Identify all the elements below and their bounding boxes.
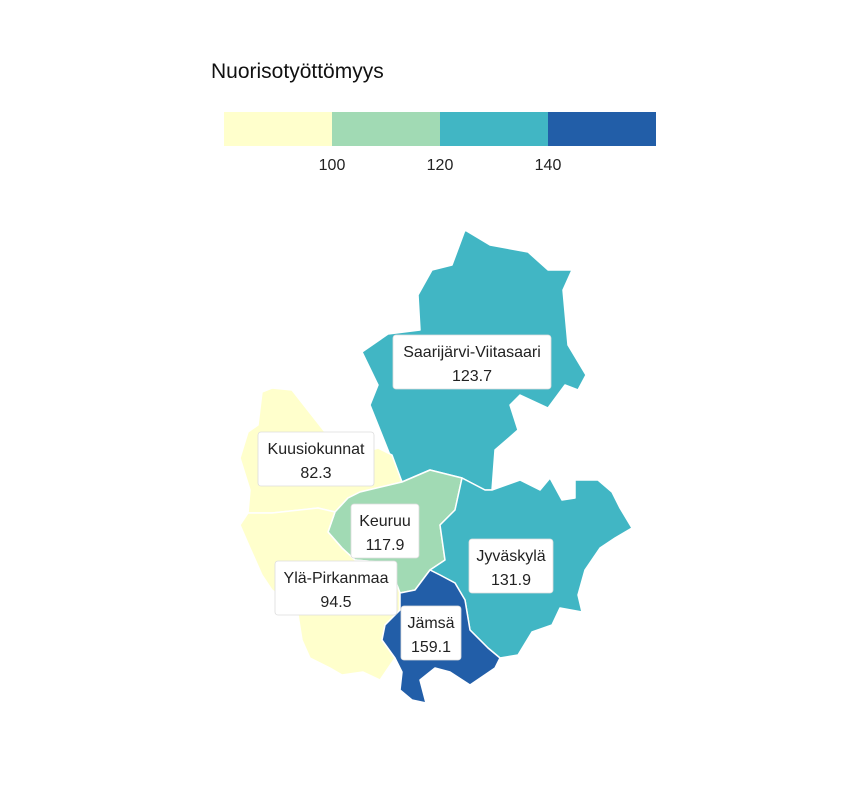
label-box (400, 605, 462, 661)
label-name: Kuusiokunnat (268, 441, 366, 458)
label-yla-pirkanmaa: Ylä-Pirkanmaa 94.5 (274, 560, 398, 616)
label-saarijarvi-viitasaari: Saarijärvi-Viitasaari 123.7 (392, 334, 552, 390)
legend-tick-120: 120 (427, 157, 454, 174)
label-box (468, 538, 554, 594)
label-name: Ylä-Pirkanmaa (284, 570, 389, 587)
label-box (392, 334, 552, 390)
label-value: 117.9 (366, 537, 405, 554)
label-kuusiokunnat: Kuusiokunnat 82.3 (257, 431, 375, 487)
legend-bin-1 (224, 112, 332, 146)
legend-bin-4 (548, 112, 656, 146)
label-value: 131.9 (491, 572, 531, 589)
legend-bin-2 (332, 112, 440, 146)
label-name: Keuruu (359, 513, 411, 530)
legend-tick-140: 140 (535, 157, 562, 174)
label-name: Jämsä (407, 615, 454, 632)
label-name: Jyväskylä (476, 548, 545, 565)
label-keuruu: Keuruu 117.9 (350, 503, 420, 559)
label-box (350, 503, 420, 559)
region-labels: Saarijärvi-Viitasaari 123.7 Kuusiokunnat… (257, 334, 554, 661)
label-box (274, 560, 398, 616)
label-value: 123.7 (452, 368, 492, 385)
label-value: 159.1 (411, 639, 451, 656)
legend-bin-3 (440, 112, 548, 146)
legend-title: Nuorisotyöttömyys (211, 60, 384, 83)
label-jamsa: Jämsä 159.1 (400, 605, 462, 661)
label-value: 82.3 (300, 465, 331, 482)
label-jyvaskyla: Jyväskylä 131.9 (468, 538, 554, 594)
legend-tick-100: 100 (319, 157, 346, 174)
label-name: Saarijärvi-Viitasaari (403, 344, 541, 361)
label-box (257, 431, 375, 487)
label-value: 94.5 (320, 594, 351, 611)
legend: Nuorisotyöttömyys 100 120 140 (211, 60, 656, 174)
